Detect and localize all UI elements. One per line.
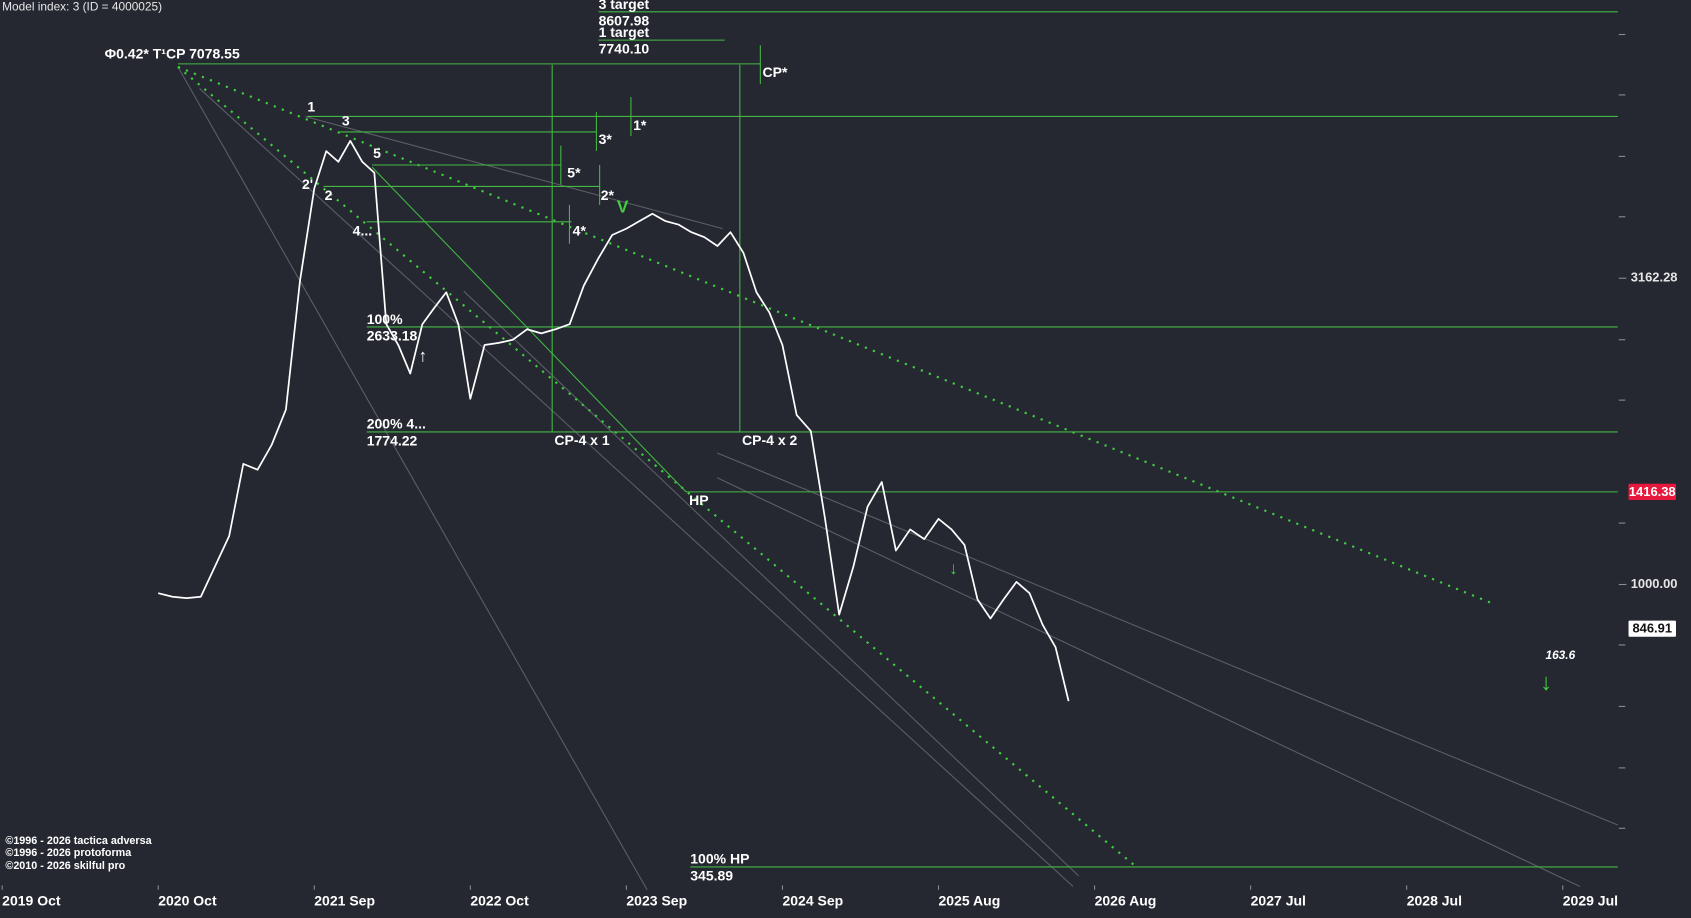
annotation: V xyxy=(617,197,629,217)
annotation: 100% xyxy=(367,311,403,327)
x-tick-label: 2024 Sep xyxy=(782,892,843,908)
price-box xyxy=(1628,620,1676,637)
annotation: 163.6 xyxy=(1545,648,1575,662)
x-tick-label: 2025 Aug xyxy=(939,892,1001,908)
x-tick-label: 2022 Oct xyxy=(470,892,529,908)
annotation: Φ0.42* T¹CP 7078.55 xyxy=(105,46,240,62)
x-tick-label: 2019 Oct xyxy=(2,892,61,908)
annotation: ↓ xyxy=(1540,670,1552,696)
annotation: 3 target xyxy=(599,0,650,12)
annotation: CP-4 x 2 xyxy=(742,432,798,448)
level-label: 7740.10 xyxy=(599,41,650,57)
annotation: ©1996 - 2026 protoforma xyxy=(5,847,132,859)
annotation: 200% 4... xyxy=(367,416,426,432)
trendline xyxy=(305,115,723,230)
x-tick-label: 2026 Aug xyxy=(1095,892,1157,908)
x-tick-label: 2029 Jul xyxy=(1563,892,1618,908)
chart-title: Model index: 3 (ID = 4000025) xyxy=(2,0,162,14)
x-tick-label: 2020 Oct xyxy=(158,892,217,908)
trendline xyxy=(716,452,1618,826)
annotation: 3 xyxy=(342,113,350,129)
annotation: 5 xyxy=(373,145,381,161)
price-box-label: 846.91 xyxy=(1632,621,1672,636)
trendline xyxy=(199,88,1074,887)
annotation: 3* xyxy=(599,131,613,147)
annotation: 2* xyxy=(601,187,615,203)
annotation: ©1996 - 2026 tactica adversa xyxy=(5,835,152,847)
trendlines xyxy=(177,45,1618,891)
annotation: HP xyxy=(689,492,708,508)
x-tick-label: 2028 Jul xyxy=(1407,892,1462,908)
level-label: 8607.98 xyxy=(599,12,650,28)
annotation: 1 xyxy=(307,99,315,115)
price-line xyxy=(158,139,1070,702)
annotation: ↑ xyxy=(418,346,427,366)
axis-minor-ticks xyxy=(1618,33,1626,829)
level-label: 345.89 xyxy=(690,867,733,883)
annotation: 2 xyxy=(325,187,333,203)
trendline xyxy=(177,66,648,891)
annotation: 1* xyxy=(633,117,647,133)
x-tick-label: 2027 Jul xyxy=(1251,892,1306,908)
annotation: 100% HP xyxy=(690,850,749,866)
x-tick-label: 2023 Sep xyxy=(626,892,687,908)
annotation: ©2010 - 2026 skilful pro xyxy=(5,860,125,872)
annotation: 5* xyxy=(567,164,581,180)
price-box xyxy=(1628,483,1676,500)
price-box-label: 1416.38 xyxy=(1629,484,1676,499)
dotted-trendline xyxy=(177,66,1139,870)
annotation: 4... xyxy=(353,223,372,239)
annotation: CP-4 x 1 xyxy=(554,432,610,448)
x-tick-label: 2021 Sep xyxy=(314,892,375,908)
y-tick-label: 1000.00 xyxy=(1631,576,1678,591)
y-tick-label: 3162.28 xyxy=(1631,270,1678,285)
annotation: CP* xyxy=(762,64,787,80)
annotation: 1 target xyxy=(599,24,650,40)
trendline xyxy=(463,290,1079,877)
level-label: 1774.22 xyxy=(367,432,418,448)
trendline xyxy=(716,477,1581,888)
annotation: 2' xyxy=(302,176,313,192)
annotation: ↓ xyxy=(949,558,958,578)
annotation: 4* xyxy=(573,223,587,239)
